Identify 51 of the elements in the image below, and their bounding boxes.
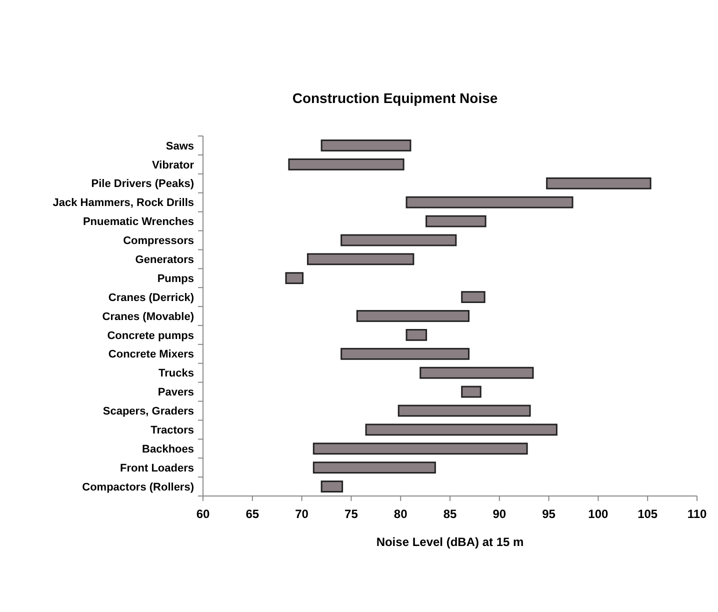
- x-tick-label: 110: [687, 507, 708, 521]
- y-tick-label: Concrete Mixers: [108, 348, 194, 361]
- y-tick-label: Trucks: [158, 368, 194, 380]
- y-tick-label: Backhoes: [142, 443, 194, 456]
- bar: [288, 158, 404, 170]
- x-tick-label: 90: [492, 507, 506, 521]
- x-axis-title: Noise Level (dBA) at 15 m: [376, 535, 524, 549]
- y-tick-label: Compactors (Rollers): [82, 481, 194, 494]
- y-tick-label: Cranes (Movable): [102, 310, 194, 323]
- y-tick-label: Pnuematic Wrenches: [82, 216, 194, 228]
- bar: [420, 366, 534, 379]
- y-tick-label: Compressors: [123, 235, 194, 248]
- y-tick-label: Vibrator: [152, 159, 195, 172]
- x-tick-label: 75: [344, 507, 358, 521]
- bar: [306, 253, 414, 266]
- bar: [340, 234, 457, 246]
- bar: [426, 215, 486, 228]
- bar: [320, 480, 344, 492]
- chart-title: Construction Equipment Noise: [292, 90, 498, 106]
- bar: [356, 310, 470, 322]
- x-tick-label: 70: [295, 507, 309, 521]
- bar: [365, 424, 558, 436]
- bar: [320, 140, 412, 152]
- bar: [406, 196, 574, 208]
- x-tick-label: 65: [246, 507, 260, 521]
- y-tick-label: Pile Drivers (Peaks): [91, 178, 194, 190]
- bar: [406, 328, 428, 341]
- bar: [312, 462, 436, 474]
- y-tick-label: Saws: [166, 140, 194, 152]
- x-tick-label: 60: [196, 507, 210, 521]
- x-tick-label: 80: [394, 507, 408, 521]
- bar: [285, 272, 304, 284]
- y-tick-label: Generators: [135, 254, 194, 266]
- bar: [461, 386, 482, 398]
- bar: [546, 177, 652, 190]
- y-tick-label: Cranes (Derrick): [108, 292, 194, 304]
- bar: [461, 291, 486, 304]
- y-tick-label: Pumps: [157, 272, 194, 285]
- x-tick-label: 100: [588, 507, 609, 521]
- y-tick-label: Scapers, Graders: [102, 406, 194, 418]
- bar: [340, 348, 470, 360]
- y-tick-label: Tractors: [150, 424, 194, 437]
- y-tick-label: Front Loaders: [120, 462, 194, 474]
- x-tick-label: 105: [638, 507, 658, 521]
- bar: [312, 442, 528, 455]
- y-tick-label: Pavers: [158, 386, 194, 399]
- y-tick-label: Concrete pumps: [107, 330, 194, 342]
- x-tick-label: 95: [542, 507, 556, 521]
- x-tick-label: 85: [443, 507, 457, 521]
- y-tick-label: Jack Hammers, Rock Drills: [52, 197, 194, 210]
- bar: [398, 404, 531, 417]
